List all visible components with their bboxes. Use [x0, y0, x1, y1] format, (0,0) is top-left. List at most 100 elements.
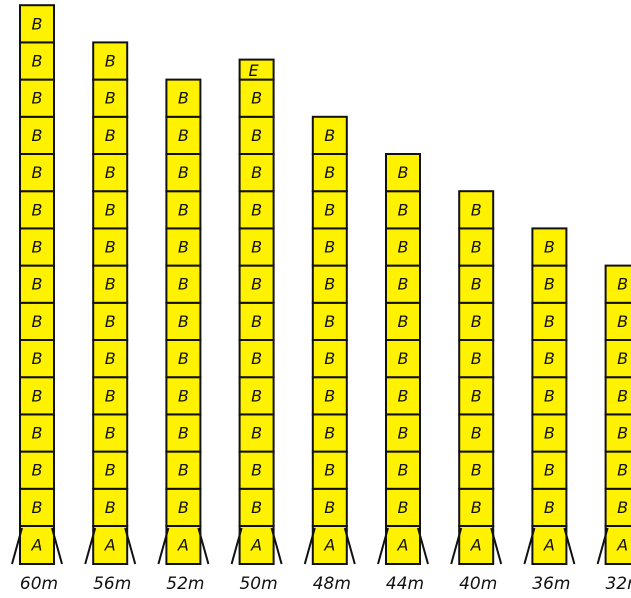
- mast-segment-label: B: [471, 312, 482, 331]
- mast-segment-box: [165, 487, 202, 527]
- mast-segment-label: B: [32, 312, 43, 331]
- mast-segment-box: [92, 153, 129, 193]
- base-segment: A: [11, 525, 63, 565]
- mast-segment-label: B: [324, 238, 335, 257]
- base-segment-label: A: [616, 536, 628, 555]
- mast-segment-label: B: [178, 126, 189, 145]
- mast-segment-label: B: [617, 424, 628, 443]
- mast-segment-label: B: [105, 424, 116, 443]
- base-segment-label: A: [470, 536, 482, 555]
- mast-segment-box: [311, 264, 348, 304]
- mast-segment-label: B: [324, 200, 335, 219]
- mast-segment-label: B: [471, 275, 482, 294]
- mast-segment-label: B: [544, 424, 555, 443]
- mast-segment-box: [165, 153, 202, 193]
- mast-segment-label: B: [398, 424, 409, 443]
- mast-segment: B: [238, 339, 275, 379]
- mast-segment: B: [92, 301, 129, 341]
- mast-segment-label: B: [178, 200, 189, 219]
- mast-segment-label: B: [251, 200, 262, 219]
- left-outrigger-leg: [377, 527, 389, 565]
- mast-segment: B: [19, 487, 55, 527]
- mast-segment-label: B: [105, 461, 116, 480]
- mast-segment-label: B: [324, 163, 335, 182]
- mast-segment-label: B: [251, 275, 262, 294]
- mast-segment-label: B: [471, 238, 482, 257]
- mast-segment-label: B: [324, 461, 335, 480]
- mast-segment-label: B: [324, 424, 335, 443]
- mast-segment-box: [19, 4, 55, 44]
- mast-segment: B: [311, 153, 348, 193]
- mast-segment: B: [531, 339, 568, 379]
- mast-segment-label: B: [251, 89, 262, 108]
- mast-segment: B: [458, 376, 495, 416]
- mast-segment: B: [19, 264, 55, 304]
- right-outrigger-leg: [270, 527, 283, 565]
- mast-segment: B: [165, 78, 202, 118]
- mast-segment-label: B: [251, 424, 262, 443]
- mast-height-label: 36m: [532, 574, 570, 594]
- mast-segment-label: B: [32, 461, 43, 480]
- right-outrigger-leg: [51, 527, 63, 565]
- mast-segment-label: B: [617, 386, 628, 405]
- mast-segment-label: B: [544, 349, 555, 368]
- mast-segment-box: [19, 413, 55, 453]
- mast-segment-box: [311, 450, 348, 490]
- mast-segment-label: B: [251, 349, 262, 368]
- mast-segment: B: [19, 376, 55, 416]
- mast-segment-label: B: [544, 498, 555, 517]
- mast-segment: B: [92, 190, 129, 230]
- mast-segment-label: B: [544, 312, 555, 331]
- mast-segment-box: [458, 301, 495, 341]
- mast-segment-label: B: [324, 312, 335, 331]
- mast-segment: B: [458, 487, 495, 527]
- mast-segment: B: [19, 115, 55, 156]
- base-segment: A: [377, 525, 429, 565]
- mast-segment: B: [165, 227, 202, 267]
- mast-segment-label: B: [251, 461, 262, 480]
- mast-segment: B: [92, 41, 129, 81]
- mast-segment-box: [458, 190, 495, 230]
- mast-segment-box: [458, 227, 495, 267]
- base-segment: A: [596, 525, 631, 565]
- mast-segment-label: B: [178, 498, 189, 517]
- mast-segment: B: [311, 227, 348, 267]
- mast-segment-box: [604, 301, 631, 341]
- right-outrigger-leg: [490, 527, 503, 565]
- mast-segment-box: [19, 78, 55, 118]
- mast-segment: B: [92, 115, 129, 156]
- mast-segment: B: [92, 376, 129, 416]
- mast-segment: B: [458, 227, 495, 267]
- mast-segment-label: B: [32, 275, 43, 294]
- top-segment: E: [238, 58, 275, 81]
- mast-segment: B: [92, 153, 129, 193]
- mast-segment: B: [531, 301, 568, 341]
- mast-segment: B: [92, 413, 129, 453]
- mast-segment-box: [311, 153, 348, 193]
- mast-segment-label: B: [178, 461, 189, 480]
- mast-segment-box: [385, 301, 421, 341]
- left-outrigger-leg: [230, 527, 243, 565]
- mast-segment-box: [238, 115, 275, 156]
- mast-segment: B: [311, 301, 348, 341]
- mast-segment: B: [311, 190, 348, 230]
- mast-segment-box: [238, 190, 275, 230]
- top-segment-box: [238, 58, 275, 81]
- mast-segment: B: [458, 301, 495, 341]
- base-segment-label: A: [543, 536, 555, 555]
- mast-segment-box: [165, 339, 202, 379]
- mast-segment-box: [531, 301, 568, 341]
- mast-segment: B: [165, 115, 202, 156]
- mast-segment-label: B: [105, 312, 116, 331]
- mast-segment: B: [165, 450, 202, 490]
- mast-segment: B: [604, 301, 631, 341]
- mast-segment-label: B: [324, 349, 335, 368]
- top-segment-label: E: [249, 61, 260, 80]
- mast-segment: B: [385, 153, 421, 193]
- mast-height-label: 60m: [20, 574, 58, 594]
- base-segment: A: [450, 525, 503, 565]
